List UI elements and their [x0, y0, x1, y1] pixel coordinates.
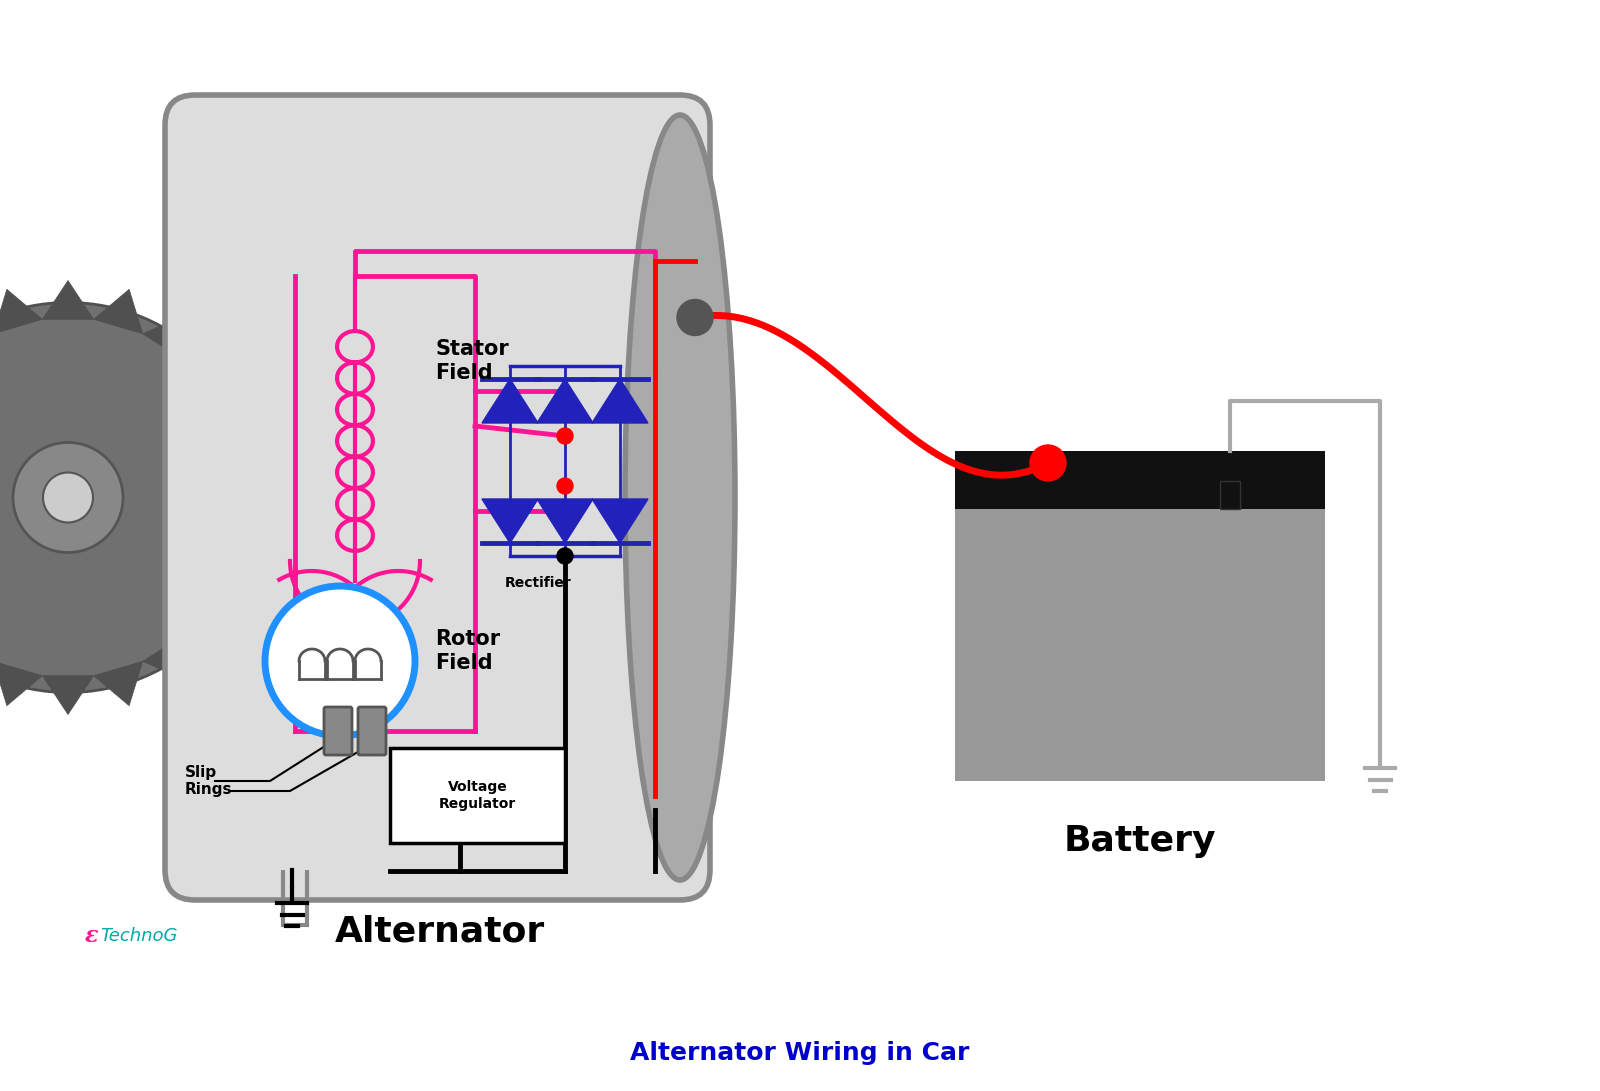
Polygon shape — [94, 661, 142, 706]
FancyBboxPatch shape — [1221, 481, 1240, 509]
Text: Stator
Field: Stator Field — [435, 339, 509, 383]
FancyBboxPatch shape — [390, 748, 565, 843]
Circle shape — [43, 472, 93, 523]
Polygon shape — [42, 280, 94, 320]
Polygon shape — [592, 379, 648, 423]
Text: Rotor
Field: Rotor Field — [435, 630, 501, 672]
Polygon shape — [219, 400, 266, 447]
Polygon shape — [482, 379, 538, 423]
Circle shape — [557, 478, 573, 494]
Text: Alternator Wiring in Car: Alternator Wiring in Car — [630, 1041, 970, 1065]
Polygon shape — [0, 289, 42, 334]
Circle shape — [557, 548, 573, 564]
Polygon shape — [240, 447, 283, 497]
Circle shape — [266, 586, 414, 736]
Circle shape — [677, 300, 714, 336]
Polygon shape — [482, 499, 538, 543]
Polygon shape — [142, 315, 186, 361]
FancyBboxPatch shape — [165, 95, 710, 900]
FancyBboxPatch shape — [955, 451, 1325, 509]
Polygon shape — [240, 497, 283, 548]
Text: Battery: Battery — [1064, 824, 1216, 858]
Polygon shape — [0, 661, 42, 706]
Polygon shape — [42, 675, 94, 715]
Text: Voltage
Regulator: Voltage Regulator — [438, 780, 517, 811]
Polygon shape — [186, 418, 250, 577]
Polygon shape — [219, 548, 266, 595]
Circle shape — [1030, 445, 1066, 481]
Circle shape — [13, 443, 123, 552]
Text: Alternator: Alternator — [334, 914, 546, 948]
FancyBboxPatch shape — [955, 451, 1325, 781]
Polygon shape — [592, 499, 648, 543]
Polygon shape — [186, 356, 232, 400]
FancyBboxPatch shape — [358, 707, 386, 755]
Polygon shape — [538, 379, 594, 423]
Polygon shape — [538, 499, 594, 543]
Text: ε: ε — [85, 925, 99, 947]
Circle shape — [557, 428, 573, 444]
Text: Slip
Rings: Slip Rings — [186, 765, 232, 798]
Polygon shape — [186, 595, 232, 639]
Polygon shape — [142, 634, 186, 680]
FancyBboxPatch shape — [995, 477, 1024, 509]
Text: Rectifier: Rectifier — [506, 576, 571, 590]
Text: TechnoG: TechnoG — [101, 927, 178, 945]
Ellipse shape — [626, 115, 734, 880]
FancyBboxPatch shape — [325, 707, 352, 755]
Circle shape — [0, 302, 262, 693]
Polygon shape — [94, 289, 142, 334]
